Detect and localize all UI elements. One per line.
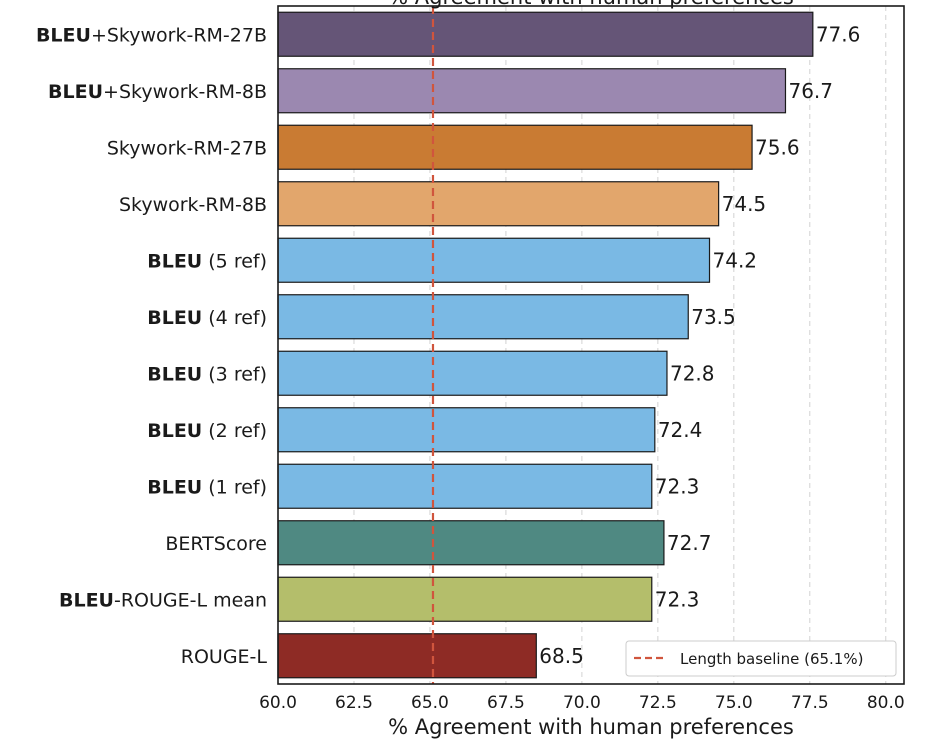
category-label: Skywork-RM-27B xyxy=(107,137,267,159)
category-label-text: Skywork-RM-27B xyxy=(107,137,267,159)
bar xyxy=(277,350,668,396)
category-label: BLEU (4 ref) xyxy=(147,307,267,329)
x-tick-label: 62.5 xyxy=(335,693,373,713)
bars xyxy=(277,11,814,679)
x-tick-label: 65.0 xyxy=(411,693,449,713)
category-label-text: +Skywork-RM-8B xyxy=(103,81,267,103)
category-label: BLEU (1 ref) xyxy=(147,476,267,498)
x-tick-label: 75.0 xyxy=(715,693,753,713)
category-label: BERTScore xyxy=(165,533,267,555)
value-label: 75.6 xyxy=(755,135,800,159)
category-label-text: BERTScore xyxy=(165,533,267,555)
category-label: BLEU+Skywork-RM-27B xyxy=(36,24,267,46)
x-tick-label: 72.5 xyxy=(639,693,677,713)
category-label-text: (1 ref) xyxy=(202,476,267,498)
category-label-text: (3 ref) xyxy=(202,363,267,385)
category-label: BLEU (3 ref) xyxy=(147,363,267,385)
x-tick-label: 77.5 xyxy=(791,693,829,713)
category-label-text: +Skywork-RM-27B xyxy=(91,24,267,46)
category-label-text: -ROUGE-L mean xyxy=(114,589,267,611)
value-label: 77.6 xyxy=(816,22,861,46)
value-label: 73.5 xyxy=(691,305,736,329)
x-tick-label: 70.0 xyxy=(563,693,601,713)
category-label-text: ROUGE-L xyxy=(181,646,268,668)
category-label-bold: BLEU xyxy=(147,307,202,329)
legend: Length baseline (65.1%) xyxy=(625,640,897,677)
x-axis-ticks: 60.0 62.5 65.0 67.5 70.0 72.5 75.0 77.5 80.0 xyxy=(259,693,905,713)
bar xyxy=(277,633,537,679)
category-label-bold: BLEU xyxy=(147,250,202,272)
category-label: Skywork-RM-8B xyxy=(119,194,267,216)
category-label-bold: BLEU xyxy=(147,476,202,498)
value-label: 72.4 xyxy=(658,418,703,442)
category-label-bold: BLEU xyxy=(147,420,202,442)
value-label: 74.2 xyxy=(713,248,758,272)
bar xyxy=(277,463,653,509)
category-label-bold: BLEU xyxy=(48,81,103,103)
value-label: 72.3 xyxy=(655,474,700,498)
bar xyxy=(277,11,814,57)
value-label: 72.8 xyxy=(670,361,715,385)
bar xyxy=(277,237,711,283)
legend-box xyxy=(625,640,897,677)
bar xyxy=(277,124,753,170)
bar xyxy=(277,407,656,453)
category-label-text: (5 ref) xyxy=(202,250,267,272)
labels: 77.6BLEU+Skywork-RM-27B76.7BLEU+Skywork-… xyxy=(36,6,860,684)
category-label: BLEU+Skywork-RM-8B xyxy=(48,81,267,103)
bar xyxy=(277,576,653,622)
value-label: 72.7 xyxy=(667,531,712,555)
chart-title: % Agreement with human preferences xyxy=(388,0,794,9)
category-label-bold: BLEU xyxy=(147,363,202,385)
bar xyxy=(277,294,689,340)
category-label: BLEU (2 ref) xyxy=(147,420,267,442)
value-label: 76.7 xyxy=(788,79,833,103)
value-label: 68.5 xyxy=(539,644,584,668)
category-label-bold: BLEU xyxy=(59,589,114,611)
legend-label: Length baseline (65.1%) xyxy=(680,650,863,668)
category-label-text: Skywork-RM-8B xyxy=(119,194,267,216)
value-label: 74.5 xyxy=(722,192,767,216)
category-label: BLEU-ROUGE-L mean xyxy=(59,589,267,611)
x-tick-label: 60.0 xyxy=(259,693,297,713)
x-tick-label: 67.5 xyxy=(487,693,525,713)
x-axis-label: % Agreement with human preferences xyxy=(388,715,794,739)
bar xyxy=(277,520,665,566)
category-label-text: (2 ref) xyxy=(202,420,267,442)
category-label: BLEU (5 ref) xyxy=(147,250,267,272)
bar xyxy=(277,68,787,114)
x-tick-label: 80.0 xyxy=(867,693,905,713)
plot-frame xyxy=(277,5,905,685)
value-label: 72.3 xyxy=(655,587,700,611)
category-label-text: (4 ref) xyxy=(202,307,267,329)
category-label: ROUGE-L xyxy=(181,646,268,668)
bar xyxy=(277,181,720,227)
category-label-bold: BLEU xyxy=(36,24,91,46)
